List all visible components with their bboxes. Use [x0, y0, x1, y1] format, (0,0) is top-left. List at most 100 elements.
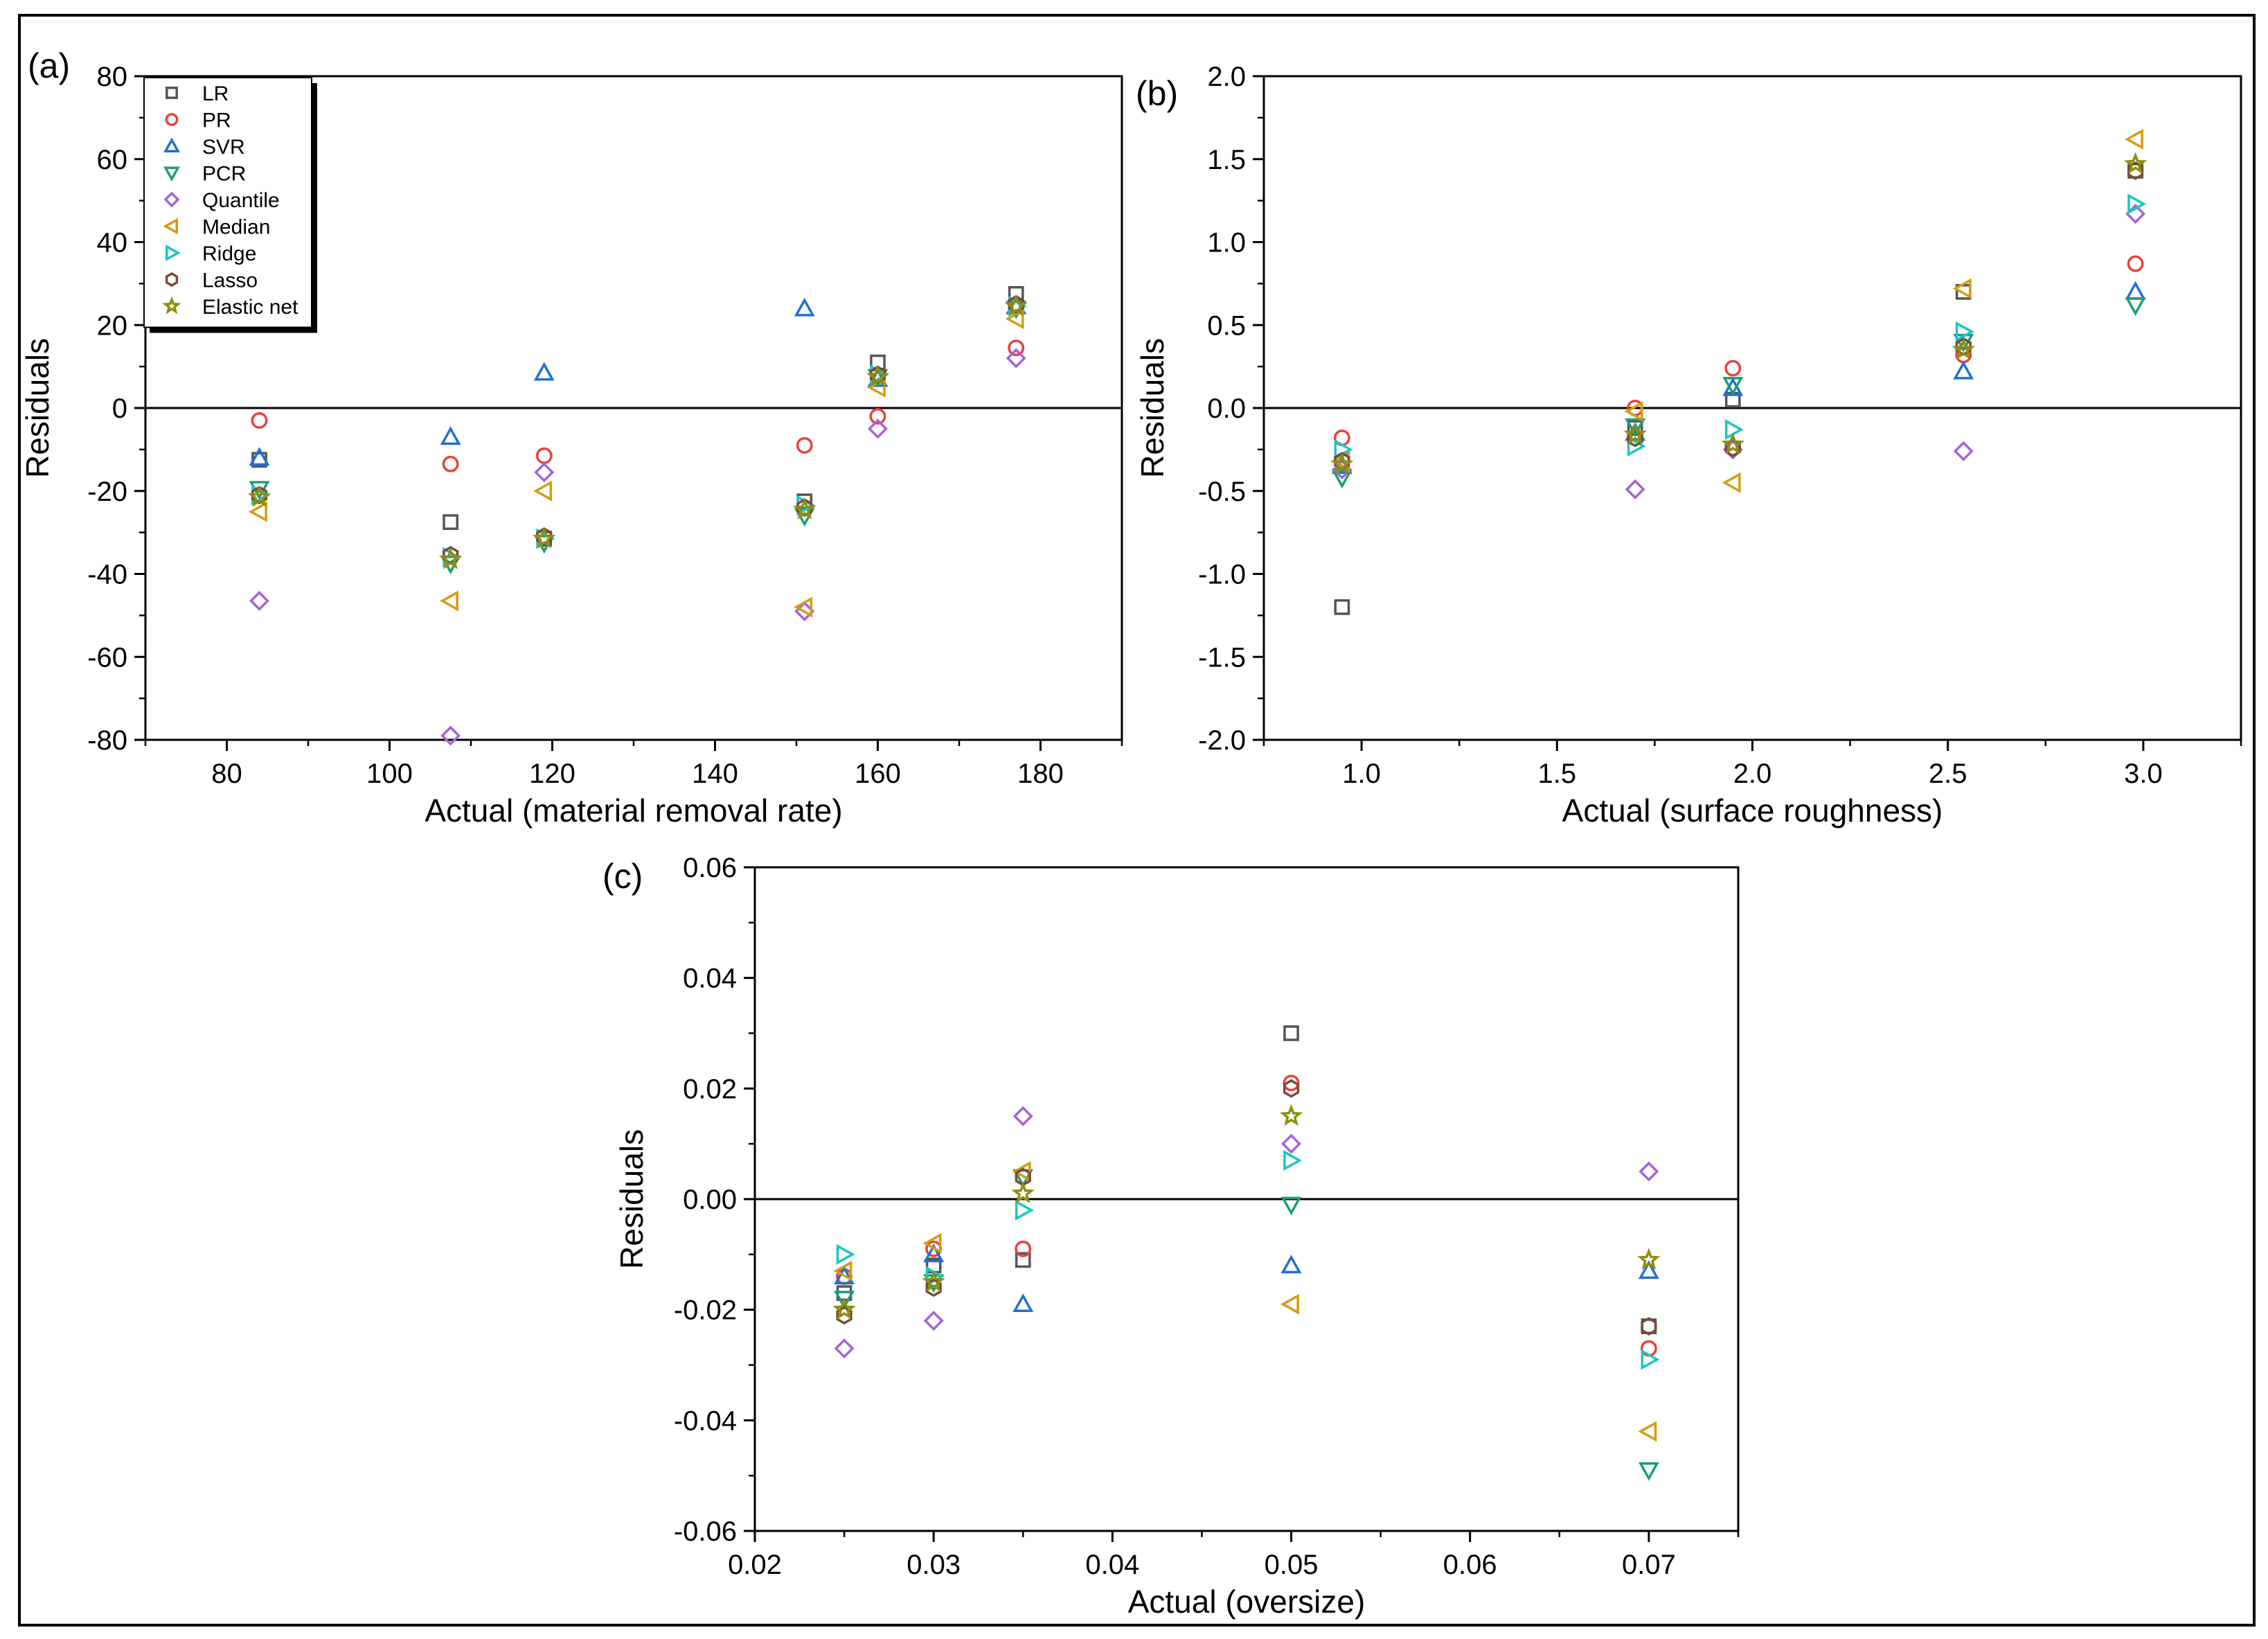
y-tick-label: 0.06 [683, 853, 737, 883]
point-median [2125, 129, 2143, 150]
y-tick-label: 60 [97, 145, 128, 175]
y-tick-label: -80 [87, 725, 127, 756]
point-pcr [1722, 377, 1744, 396]
legend-label-elastic-net: Elastic net [202, 296, 298, 319]
legend-label-pcr: PCR [202, 163, 246, 186]
y-tick-label: 0.00 [683, 1185, 737, 1215]
point-svr [1012, 1293, 1034, 1313]
point-quantile [923, 1311, 944, 1331]
legend-marker-pcr [163, 166, 180, 182]
x-axis-title: Actual (material removal rate) [425, 792, 842, 829]
point-quantile [1281, 1133, 1302, 1154]
panel-label: (c) [602, 857, 643, 896]
point-ridge [1641, 1349, 1660, 1370]
legend-marker-svr [163, 137, 180, 152]
x-tick-label: 0.07 [1622, 1550, 1676, 1580]
point-svr [834, 1266, 855, 1285]
x-tick-label: 80 [211, 759, 242, 789]
y-tick-label: -0.02 [674, 1295, 737, 1326]
point-lasso [2127, 161, 2144, 180]
legend-label-quantile: Quantile [202, 189, 280, 212]
y-axis-title: Residuals [1134, 338, 1170, 478]
legend-marker-elastic-net [162, 296, 181, 314]
series-median [833, 1161, 1657, 1442]
point-elastic-net [1637, 1248, 1661, 1270]
legend-marker-lasso [165, 272, 179, 287]
point-pcr [834, 1291, 855, 1310]
legend: LR PR SVR PCR Quantile Median Ridge Lasso Elasti… [143, 77, 317, 333]
point-quantile [868, 418, 888, 439]
point-elastic-net [1279, 1104, 1303, 1126]
point-pr [1008, 339, 1025, 357]
y-tick-label: -2.0 [1198, 725, 1246, 756]
point-lasso [925, 1278, 942, 1297]
point-quantile [1625, 479, 1645, 499]
point-ridge [1955, 321, 1974, 342]
x-tick-label: 2.5 [1929, 759, 1967, 789]
point-pr [1015, 1240, 1032, 1257]
point-quantile [1639, 1161, 1659, 1182]
x-tick-label: 0.02 [728, 1550, 782, 1580]
point-quantile [249, 590, 269, 611]
series-pr [251, 339, 1025, 472]
point-svr [1953, 360, 1974, 380]
point-median [1722, 472, 1741, 493]
y-tick-label: 0.04 [683, 964, 737, 994]
x-tick-label: 180 [1017, 759, 1064, 789]
point-elastic-net [533, 526, 556, 549]
point-elastic-net [1721, 432, 1744, 454]
point-quantile [1012, 1106, 1033, 1126]
x-axis-title: Actual (oversize) [1128, 1584, 1366, 1620]
point-lasso [1641, 1317, 1657, 1336]
point-lasso [1283, 1079, 1300, 1098]
y-tick-label: -60 [87, 642, 127, 673]
panel-label: (a) [28, 46, 70, 85]
panel-b: 1.0 1.5 2.0 2.5 3.0 -2.0 -1.5 -1.0 -0.5 0.0 0.5 1.0… [1134, 62, 2242, 829]
panel-label: (b) [1136, 74, 1178, 113]
legend-label-ridge: Ridge [202, 242, 256, 265]
point-elastic-net [866, 364, 890, 387]
legend-label-median: Median [202, 216, 270, 239]
point-svr [533, 362, 555, 381]
series-quantile [834, 1106, 1659, 1359]
point-quantile [440, 725, 461, 746]
legend-label-lr: LR [202, 82, 229, 105]
y-tick-label: 0 [112, 393, 127, 424]
x-tick-label: 120 [529, 759, 575, 789]
series-svr [834, 1243, 1659, 1313]
legend-marker-pr [165, 113, 179, 126]
legend-marker-quantile [163, 191, 180, 208]
legend-label-lasso: Lasso [202, 269, 258, 292]
legend-marker-ridge [166, 245, 181, 261]
y-tick-label: 80 [97, 62, 128, 92]
point-ridge [2127, 193, 2147, 215]
y-tick-label: -20 [87, 477, 127, 507]
y-tick-label: 0.5 [1207, 310, 1246, 341]
point-elastic-net [1952, 337, 1975, 360]
y-tick-label: 0.0 [1207, 393, 1246, 424]
point-elastic-net [1623, 422, 1647, 445]
point-pcr [1331, 470, 1352, 489]
point-pr [869, 408, 886, 425]
point-quantile [1006, 348, 1026, 369]
point-pr [251, 412, 268, 429]
series-lasso [251, 294, 1024, 565]
point-median [1005, 308, 1024, 330]
point-pcr [1280, 1196, 1302, 1216]
point-ridge [1015, 1199, 1034, 1221]
y-tick-label: -1.5 [1198, 642, 1246, 673]
point-median [1638, 1421, 1657, 1442]
point-median [533, 480, 553, 502]
y-tick-label: 1.0 [1207, 228, 1246, 258]
point-lr [1283, 1025, 1299, 1041]
x-tick-label: 160 [855, 759, 901, 789]
point-svr [1280, 1255, 1302, 1274]
point-elastic-net [439, 547, 463, 569]
point-pcr [1638, 1462, 1659, 1481]
point-pcr [2125, 297, 2146, 317]
legend-label-pr: PR [202, 109, 231, 132]
series-ridge [1334, 193, 2147, 460]
x-tick-label: 0.04 [1085, 1550, 1139, 1580]
series-elastic-net [247, 294, 1028, 569]
